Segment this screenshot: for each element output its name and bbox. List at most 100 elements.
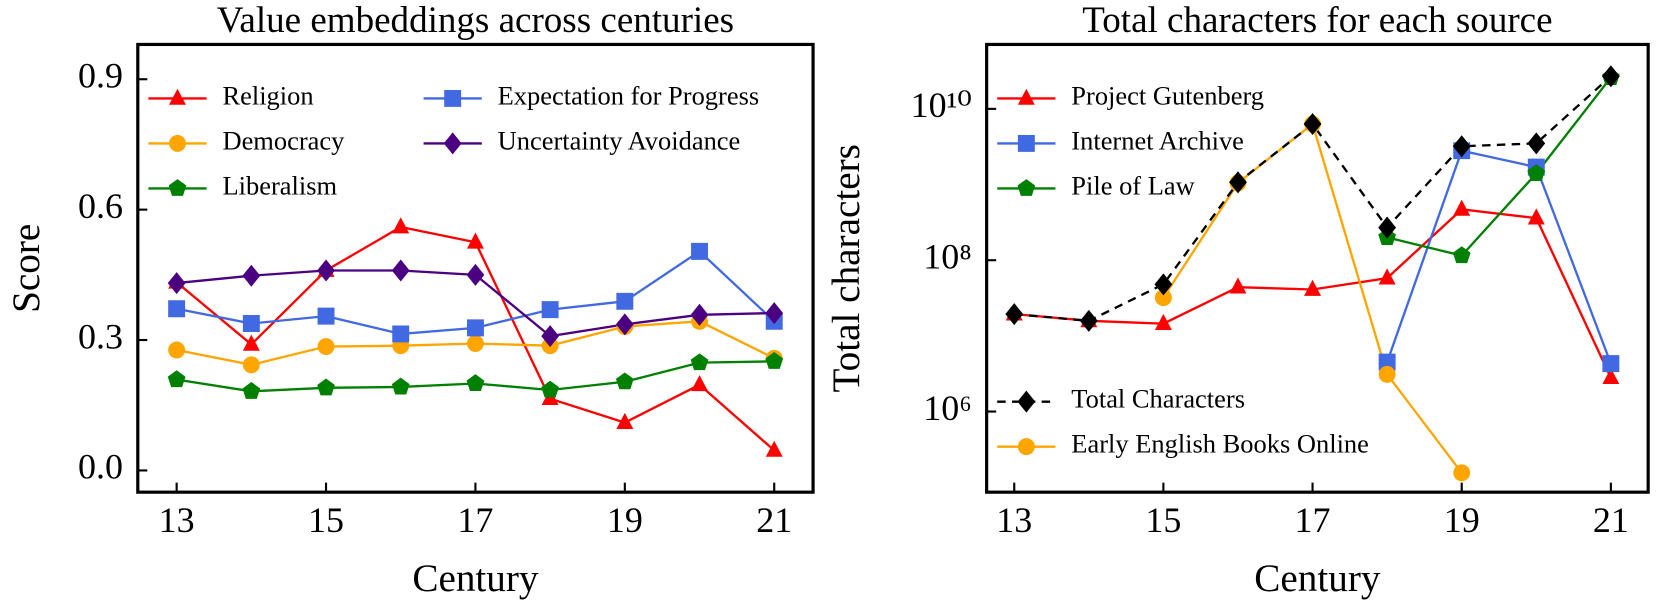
marker	[1527, 164, 1546, 182]
marker	[167, 272, 186, 295]
legend-label: Democracy	[222, 125, 345, 155]
marker	[1154, 289, 1172, 307]
marker	[541, 380, 559, 398]
marker	[1229, 277, 1247, 294]
legend-label: Expectation for Progress	[498, 81, 760, 111]
marker	[444, 89, 462, 107]
marker	[616, 412, 634, 429]
y-tick-label: 0.9	[78, 55, 123, 95]
x-tick-label: 15	[1145, 500, 1181, 540]
marker	[1453, 199, 1471, 216]
legend-label: Uncertainty Avoidance	[498, 125, 741, 155]
chart-title: Total characters for each source	[1082, 0, 1552, 41]
marker	[690, 303, 709, 326]
x-tick-label: 13	[159, 500, 195, 540]
marker	[765, 440, 783, 457]
marker	[1154, 313, 1172, 331]
marker	[1304, 279, 1322, 296]
marker	[392, 325, 410, 343]
marker	[1017, 134, 1035, 152]
legend-label: Early English Books Online	[1071, 429, 1369, 459]
x-tick-label: 21	[756, 500, 792, 540]
marker	[167, 370, 186, 388]
marker	[1378, 353, 1396, 371]
x-tick-label: 15	[308, 500, 344, 540]
marker	[690, 353, 709, 371]
series-line	[1162, 122, 1463, 474]
marker	[615, 313, 634, 336]
marker	[168, 179, 187, 196]
y-tick-label: 10⁸	[923, 236, 972, 276]
legend-label: Project Gutenberg	[1071, 81, 1264, 111]
marker	[691, 242, 708, 260]
marker	[1602, 367, 1620, 385]
marker	[443, 132, 462, 155]
marker	[1017, 88, 1035, 105]
x-tick-label: 21	[1593, 500, 1629, 540]
chart-title: Value embeddings across centuries	[217, 0, 734, 41]
marker	[1602, 355, 1620, 373]
y-axis-label: Total characters	[825, 144, 868, 392]
marker	[541, 301, 559, 319]
legend-label: Total Characters	[1071, 384, 1245, 414]
marker	[168, 341, 186, 359]
marker	[466, 232, 484, 249]
y-tick-label: 0.3	[78, 316, 123, 356]
x-axis-label: Century	[1254, 557, 1381, 600]
plot-frame	[136, 42, 815, 494]
series-line	[1386, 149, 1612, 365]
y-tick-label: 0.0	[78, 447, 123, 487]
x-tick-label: 13	[996, 500, 1032, 540]
marker	[1378, 268, 1396, 285]
legend-label: Internet Archive	[1071, 125, 1244, 155]
x-tick-label: 17	[1295, 500, 1331, 540]
marker	[1303, 113, 1322, 136]
marker	[168, 300, 186, 318]
marker	[242, 382, 261, 399]
marker	[1079, 309, 1098, 332]
marker	[1453, 464, 1471, 482]
marker	[1017, 179, 1036, 196]
legend-label: Pile of Law	[1071, 170, 1194, 200]
marker	[1017, 438, 1035, 456]
marker	[317, 307, 335, 325]
marker	[466, 263, 485, 286]
marker	[317, 259, 335, 282]
marker	[169, 134, 186, 152]
marker	[616, 292, 634, 310]
marker	[242, 315, 260, 332]
marker	[615, 372, 634, 390]
marker	[317, 378, 335, 396]
marker	[1378, 365, 1396, 383]
marker	[1452, 135, 1471, 158]
marker	[1452, 246, 1471, 264]
x-tick-label: 19	[1444, 500, 1480, 540]
y-tick-label: 10¹⁰	[911, 85, 972, 125]
marker	[1017, 390, 1036, 413]
marker	[392, 217, 410, 234]
series-line	[1386, 76, 1612, 257]
y-axis-label: Score	[5, 224, 48, 313]
marker	[242, 356, 260, 374]
legend-label: Religion	[222, 81, 313, 111]
y-tick-label: 0.6	[78, 186, 123, 226]
marker	[1527, 132, 1546, 155]
marker	[466, 374, 485, 392]
marker	[391, 259, 410, 282]
marker	[541, 325, 560, 348]
marker	[1005, 303, 1024, 326]
marker	[1378, 216, 1397, 239]
marker	[1527, 208, 1545, 225]
y-tick-label: 10⁶	[923, 388, 972, 428]
marker	[765, 352, 784, 369]
legend-label: Liberalism	[222, 170, 337, 200]
marker	[466, 319, 484, 337]
marker	[169, 88, 186, 105]
x-tick-label: 17	[457, 500, 493, 540]
marker	[466, 335, 484, 352]
plot-frame	[985, 42, 1650, 494]
marker	[317, 338, 335, 356]
x-tick-label: 19	[607, 500, 643, 540]
